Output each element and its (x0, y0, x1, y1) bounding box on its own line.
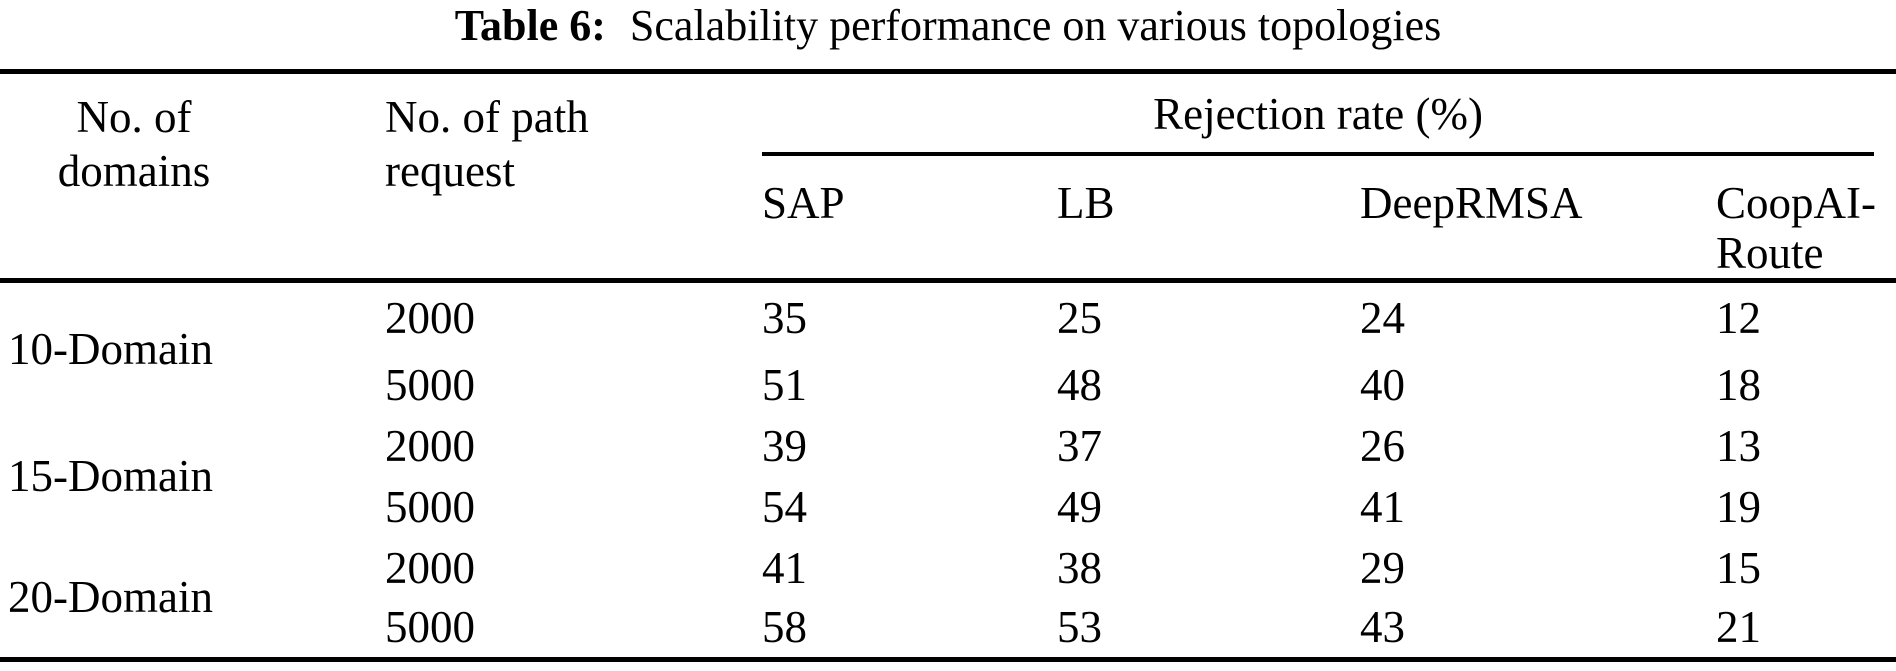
domain-group-label: 15-Domain (8, 451, 213, 501)
domain-group-label: 20-Domain (8, 571, 213, 622)
table-header: No. of domains No. of path request Rejec… (0, 71, 1896, 283)
value-cell-coopai-route: 13 (1716, 420, 1761, 471)
header-no-of-path-request-line1: No. of path (385, 92, 589, 142)
path-request-cell: 2000 (385, 420, 475, 471)
table-row: 5000 58 53 43 21 (0, 598, 1896, 659)
value-cell-deeprmsa: 43 (1360, 602, 1405, 653)
value-cell-coopai-route: 18 (1716, 359, 1761, 410)
table-caption-number: Table 6: (454, 1, 606, 50)
table-caption-text: Scalability performance on various topol… (629, 1, 1442, 50)
header-no-of-domains-line2: domains (57, 146, 211, 196)
value-cell-sap: 35 (762, 293, 807, 344)
table-row: 10-Domain 2000 35 25 24 12 (0, 280, 1896, 373)
value-cell-coopai-route: 19 (1716, 481, 1761, 532)
value-cell-lb: 38 (1057, 542, 1102, 593)
table-row: 15-Domain 2000 39 37 26 13 (0, 415, 1896, 501)
header-method-coopai-route: CoopAI-Route (1716, 163, 1896, 283)
path-request-cell: 5000 (385, 481, 475, 532)
table-row: 5000 51 48 40 18 (0, 354, 1896, 415)
value-cell-lb: 48 (1057, 359, 1102, 410)
value-cell-coopai-route: 21 (1716, 602, 1761, 653)
value-cell-lb: 49 (1057, 481, 1102, 532)
header-row-methods: SAP LB DeepRMSA CoopAI-Route (0, 163, 1896, 283)
value-cell-coopai-route: 12 (1716, 293, 1761, 344)
path-request-cell: 2000 (385, 542, 475, 593)
path-request-cell: 5000 (385, 359, 475, 410)
header-no-of-path-request: No. of path request (385, 71, 762, 283)
table-row: 5000 54 49 41 19 (0, 476, 1896, 537)
value-cell-deeprmsa: 24 (1360, 293, 1405, 344)
path-request-cell: 2000 (385, 293, 475, 344)
value-cell-sap: 51 (762, 359, 807, 410)
value-cell-deeprmsa: 26 (1360, 420, 1405, 471)
header-rejection-rate-group: Rejection rate (%) (762, 72, 1896, 164)
value-cell-lb: 37 (1057, 420, 1102, 471)
header-no-of-domains-line1: No. of (76, 92, 192, 142)
value-cell-lb: 25 (1057, 293, 1102, 344)
value-cell-sap: 54 (762, 481, 807, 532)
value-cell-deeprmsa: 40 (1360, 359, 1405, 410)
header-method-lb: LB (1057, 163, 1360, 283)
value-cell-sap: 41 (762, 542, 807, 593)
scalability-table: No. of domains No. of path request Rejec… (0, 69, 1896, 662)
value-cell-coopai-route: 15 (1716, 542, 1761, 593)
table-caption: Table 6: Scalability performance on vario… (0, 0, 1896, 69)
header-no-of-domains: No. of domains (0, 71, 385, 283)
path-request-cell: 5000 (385, 602, 475, 653)
value-cell-lb: 53 (1057, 602, 1102, 653)
value-cell-deeprmsa: 29 (1360, 542, 1405, 593)
header-method-sap: SAP (762, 163, 1057, 283)
value-cell-sap: 39 (762, 420, 807, 471)
table-row: 20-Domain 2000 41 38 29 15 (0, 537, 1896, 621)
header-no-of-path-request-line2: request (385, 146, 515, 196)
header-row-group: No. of domains No. of path request Rejec… (0, 71, 1896, 283)
domain-group-label: 10-Domain (8, 323, 213, 374)
value-cell-deeprmsa: 41 (1360, 481, 1405, 532)
header-rejection-rate-label: Rejection rate (%) (762, 74, 1875, 156)
header-method-deeprmsa: DeepRMSA (1360, 163, 1716, 283)
value-cell-sap: 58 (762, 602, 807, 653)
table-body: 10-Domain 2000 35 25 24 12 5000 51 48 40… (0, 280, 1896, 659)
